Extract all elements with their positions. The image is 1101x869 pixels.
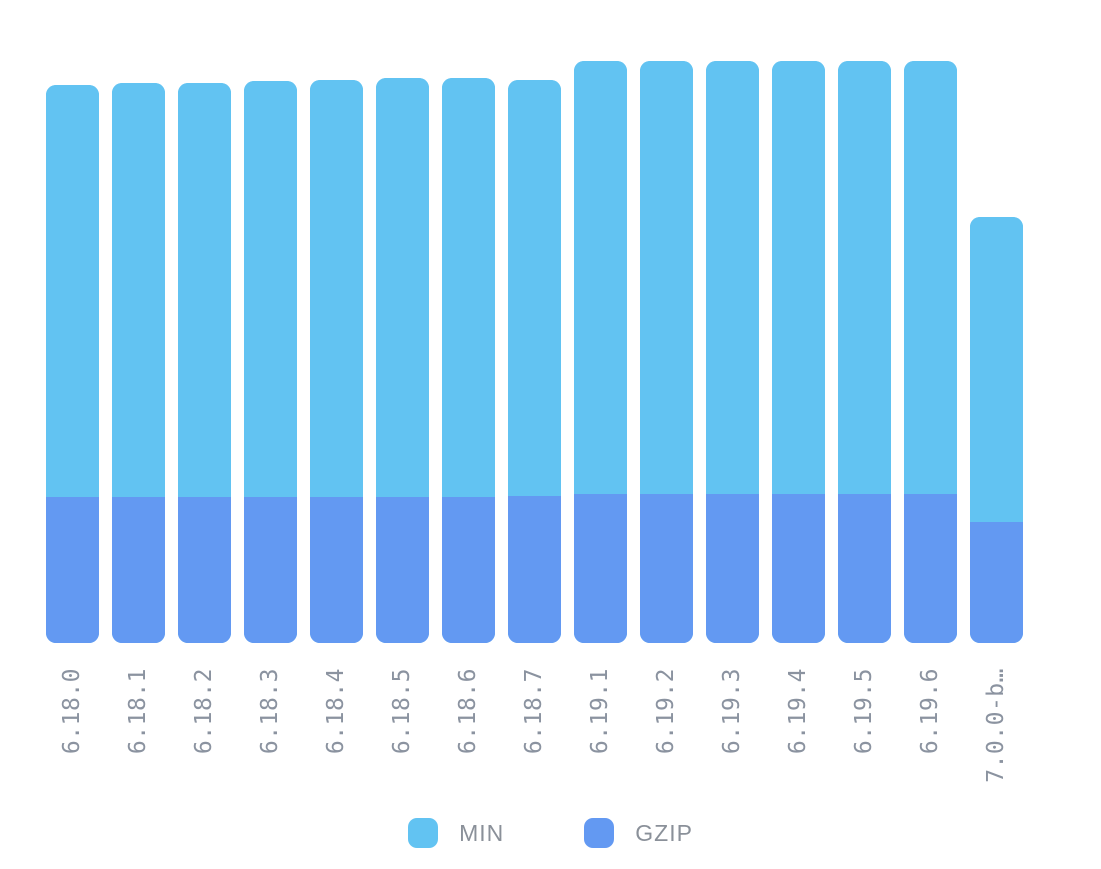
x-axis-label: 6.18.1 bbox=[124, 668, 151, 755]
bar-segment-gzip[interactable] bbox=[112, 497, 165, 643]
bar-segment-gzip[interactable] bbox=[640, 494, 693, 643]
bar-segment-gzip[interactable] bbox=[376, 497, 429, 643]
bar-6.18.6[interactable] bbox=[442, 78, 495, 643]
bar-segment-min[interactable] bbox=[706, 61, 759, 494]
x-axis-label: 6.18.3 bbox=[256, 668, 283, 755]
bar-segment-gzip[interactable] bbox=[706, 494, 759, 643]
bar-segment-min[interactable] bbox=[46, 85, 99, 497]
bar-segment-min[interactable] bbox=[376, 78, 429, 497]
bar-6.18.4[interactable] bbox=[310, 80, 363, 643]
x-axis-label-cell: 6.18.1 bbox=[112, 668, 165, 793]
bar-segment-min[interactable] bbox=[904, 61, 957, 494]
x-axis-label-cell: 6.18.3 bbox=[244, 668, 297, 793]
x-axis-label: 6.19.3 bbox=[718, 668, 745, 755]
x-axis-label-cell: 6.18.7 bbox=[508, 668, 561, 793]
legend-label: GZIP bbox=[635, 819, 693, 846]
x-axis-label: 6.18.7 bbox=[520, 668, 547, 755]
gzip-legend-swatch-icon bbox=[584, 818, 615, 848]
x-axis-label-cell: 6.19.3 bbox=[706, 668, 759, 793]
x-axis-label: 6.19.1 bbox=[586, 668, 613, 755]
bar-segment-min[interactable] bbox=[442, 78, 495, 497]
bar-6.19.3[interactable] bbox=[706, 61, 759, 643]
bar-segment-gzip[interactable] bbox=[574, 494, 627, 643]
bar-6.19.5[interactable] bbox=[838, 61, 891, 643]
bar-segment-gzip[interactable] bbox=[310, 497, 363, 643]
bar-segment-min[interactable] bbox=[310, 80, 363, 497]
bar-6.19.2[interactable] bbox=[640, 61, 693, 643]
bar-6.18.2[interactable] bbox=[178, 83, 231, 643]
legend-item-min: MIN bbox=[408, 818, 504, 848]
bar-6.19.4[interactable] bbox=[772, 61, 825, 643]
x-axis-label: 6.18.6 bbox=[454, 668, 481, 755]
x-axis-label: 6.19.2 bbox=[652, 668, 679, 755]
bar-6.19.1[interactable] bbox=[574, 61, 627, 643]
bar-segment-gzip[interactable] bbox=[178, 497, 231, 643]
bar-segment-min[interactable] bbox=[772, 61, 825, 494]
x-axis-label-cell: 6.19.5 bbox=[838, 668, 891, 793]
x-axis-label-cell: 6.18.6 bbox=[442, 668, 495, 793]
bar-segment-min[interactable] bbox=[244, 81, 297, 497]
bar-6.18.7[interactable] bbox=[508, 80, 561, 643]
bar-6.18.3[interactable] bbox=[244, 81, 297, 643]
x-axis-label-cell: 6.18.4 bbox=[310, 668, 363, 793]
bar-segment-gzip[interactable] bbox=[838, 494, 891, 643]
x-axis-label-cell: 6.19.6 bbox=[904, 668, 957, 793]
x-axis-label: 6.18.0 bbox=[58, 668, 85, 755]
bar-6.18.1[interactable] bbox=[112, 83, 165, 643]
bar-segment-gzip[interactable] bbox=[46, 497, 99, 643]
bar-segment-gzip[interactable] bbox=[244, 497, 297, 643]
bar-segment-gzip[interactable] bbox=[904, 494, 957, 643]
x-axis-label-cell: 6.18.2 bbox=[178, 668, 231, 793]
bar-segment-gzip[interactable] bbox=[442, 497, 495, 643]
x-axis-label-cell: 6.19.4 bbox=[772, 668, 825, 793]
bar-6.18.5[interactable] bbox=[376, 78, 429, 643]
x-axis-label: 6.18.2 bbox=[190, 668, 217, 755]
bar-segment-min[interactable] bbox=[178, 83, 231, 497]
x-axis-label-cell: 6.19.1 bbox=[574, 668, 627, 793]
x-axis-label-cell: 6.18.0 bbox=[46, 668, 99, 793]
bar-6.19.6[interactable] bbox=[904, 61, 957, 643]
legend-item-gzip: GZIP bbox=[584, 818, 693, 848]
bar-segment-min[interactable] bbox=[574, 61, 627, 494]
bar-segment-min[interactable] bbox=[112, 83, 165, 497]
legend: MIN GZIP bbox=[0, 818, 1101, 848]
x-axis-label: 6.18.5 bbox=[388, 668, 415, 755]
x-axis-label-cell: 6.19.2 bbox=[640, 668, 693, 793]
bar-6.18.0[interactable] bbox=[46, 85, 99, 643]
plot-area bbox=[46, 0, 1023, 643]
x-axis-labels: 6.18.0 6.18.1 6.18.2 6.18.3 6.18.4 6.18.5 6.18… bbox=[46, 668, 1023, 793]
x-axis-label: 6.19.4 bbox=[784, 668, 811, 755]
bar-segment-gzip[interactable] bbox=[772, 494, 825, 643]
x-axis-label: 6.19.5 bbox=[850, 668, 877, 755]
x-axis-label-cell: 7.0.0-b… bbox=[970, 668, 1023, 793]
x-axis-label-cell: 6.18.5 bbox=[376, 668, 429, 793]
x-axis-label: 7.0.0-b… bbox=[982, 668, 1009, 783]
legend-label: MIN bbox=[459, 819, 505, 846]
bar-segment-min[interactable] bbox=[508, 80, 561, 496]
x-axis-label: 6.18.4 bbox=[322, 668, 349, 755]
min-legend-swatch-icon bbox=[408, 818, 439, 848]
x-axis-label: 6.19.6 bbox=[916, 668, 943, 755]
bar-segment-min[interactable] bbox=[838, 61, 891, 494]
bar-7.0.0-b…[interactable] bbox=[970, 217, 1023, 643]
bar-segment-min[interactable] bbox=[970, 217, 1023, 522]
bar-segment-min[interactable] bbox=[640, 61, 693, 494]
bar-segment-gzip[interactable] bbox=[970, 522, 1023, 643]
bar-segment-gzip[interactable] bbox=[508, 496, 561, 643]
